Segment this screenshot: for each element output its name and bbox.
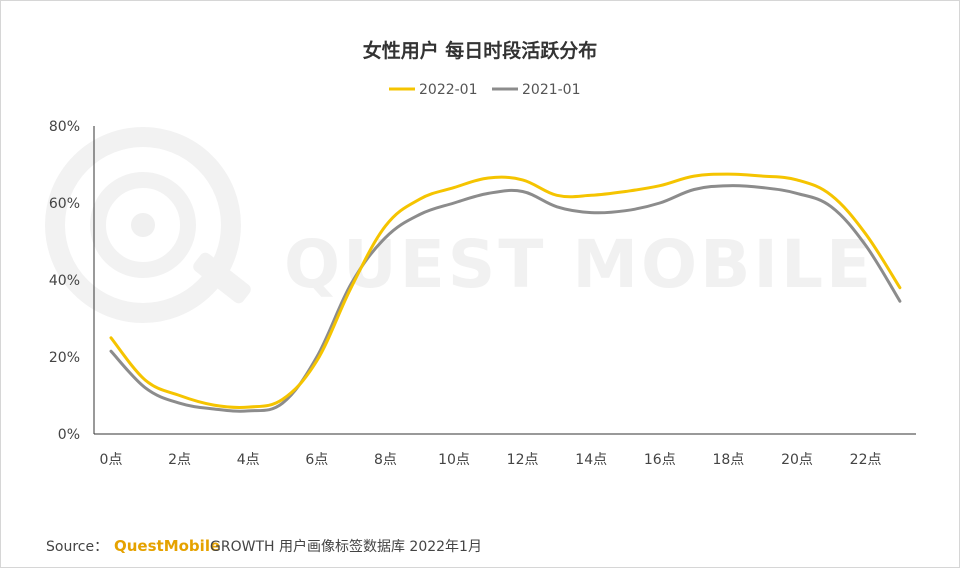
x-tick-label: 14点	[575, 452, 607, 468]
series-line-2022-01	[109, 172, 902, 410]
source-text: GROWTH 用户画像标签数据库 2022年1月	[210, 538, 482, 555]
y-tick-label: 40%	[49, 273, 80, 289]
x-tick-label: 12点	[507, 452, 539, 468]
series-line-2021-01	[109, 184, 902, 413]
x-tick-label: 2点	[168, 452, 191, 468]
legend-label-2022: 2022-01	[419, 82, 478, 98]
x-tick-label: 18点	[712, 452, 744, 468]
y-tick-label: 80%	[49, 119, 80, 135]
x-tick-label: 8点	[374, 452, 397, 468]
x-tick-label: 4点	[237, 452, 260, 468]
chart-title: 女性用户 每日时段活跃分布	[363, 39, 598, 62]
legend-label-2021: 2021-01	[522, 82, 581, 98]
watermark: QUEST MOBILE	[45, 127, 874, 323]
y-tick-label: 20%	[49, 350, 80, 366]
x-tick-label: 0点	[100, 452, 123, 468]
source-brand: QuestMobile	[114, 537, 220, 555]
series-lines	[109, 172, 902, 413]
x-tick-label: 20点	[781, 452, 813, 468]
x-tick-label: 22点	[850, 452, 882, 468]
source-label: Source：	[46, 539, 108, 555]
source-note: Source： QuestMobile GROWTH 用户画像标签数据库 202…	[46, 537, 482, 555]
legend: 2022-01 2021-01	[389, 82, 581, 98]
x-tick-label: 6点	[305, 452, 328, 468]
questmobile-logo-icon	[45, 127, 251, 323]
x-tick-labels: 0点 2点 4点 6点 8点 10点 12点 14点 16点 18点 20点 22点	[100, 452, 882, 468]
x-tick-label: 16点	[644, 452, 676, 468]
y-tick-labels: 0% 20% 40% 60% 80%	[49, 119, 80, 443]
y-tick-label: 60%	[49, 196, 80, 212]
watermark-text: QUEST MOBILE	[284, 226, 874, 303]
y-tick-label: 0%	[58, 427, 80, 443]
x-tick-label: 10点	[438, 452, 470, 468]
